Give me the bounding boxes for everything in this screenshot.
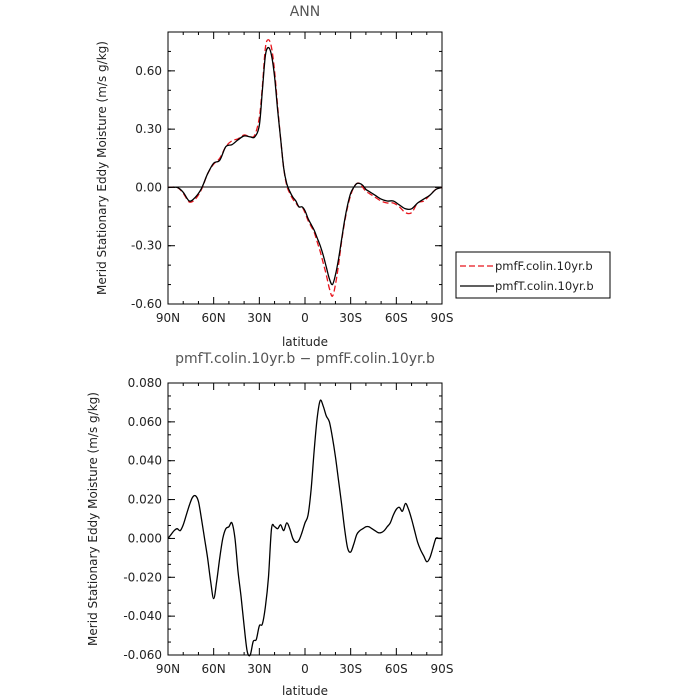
bottom-x-tick-label: 90N (156, 662, 180, 676)
top-chart-title: ANN (290, 4, 321, 20)
top-x-tick-label: 60N (202, 311, 226, 325)
bottom-series-line-1 (167, 399, 442, 657)
bottom-chart: pmfT.colin.10yr.b − pmfF.colin.10yr.b 0.… (86, 351, 453, 698)
top-y-tick-label: 0.00 (135, 180, 162, 194)
top-x-tick-label: 60S (385, 311, 408, 325)
bottom-plot-frame (167, 382, 443, 656)
top-y-axis-label: Merid Stationary Eddy Moisture (m/s g/kg… (95, 41, 109, 295)
bottom-x-tick-label: 0 (301, 662, 309, 676)
bottom-x-tick-label: 60N (202, 662, 226, 676)
legend: pmfF.colin.10yr.b pmfT.colin.10yr.b (455, 251, 611, 299)
bottom-x-tick-label: 90S (431, 662, 454, 676)
bottom-x-tick-label: 30N (247, 662, 271, 676)
legend-label-series-1: pmfF.colin.10yr.b (495, 259, 593, 273)
top-x-ticks: 90N 60N 30N 0 30S 60S 90S (156, 32, 454, 325)
bottom-y-tick-label: 0.020 (128, 493, 162, 507)
bottom-y-ticks: 0.080 0.060 0.040 0.020 0.000 -0.020 -0.040 -0.… (123, 376, 442, 662)
top-series-line-1 (167, 39, 443, 297)
bottom-y-tick-label: -0.020 (123, 570, 162, 584)
legend-box (455, 251, 611, 299)
bottom-y-tick-label: 0.000 (128, 531, 162, 545)
legend-label-series-2: pmfT.colin.10yr.b (495, 279, 594, 293)
top-x-tick-label: 30S (339, 311, 362, 325)
bottom-x-ticks: 90N 60N 30N 0 30S 60S 90S (156, 383, 454, 676)
top-chart: ANN 0.60 0.30 0.00 -0.30 -0.60 90N 60N 30N 0 30S… (95, 4, 611, 349)
bottom-y-tick-label: 0.040 (128, 454, 162, 468)
bottom-y-axis-label: Merid Stationary Eddy Moisture (m/s g/kg… (86, 392, 100, 646)
bottom-x-tick-label: 60S (385, 662, 408, 676)
bottom-chart-title: pmfT.colin.10yr.b − pmfF.colin.10yr.b (175, 351, 435, 367)
top-x-axis-label: latitude (282, 335, 328, 349)
bottom-series-group (167, 399, 442, 657)
top-series-group (167, 39, 443, 297)
top-y-tick-label: -0.60 (131, 297, 162, 311)
bottom-y-tick-label: 0.080 (128, 376, 162, 390)
bottom-x-axis-label: latitude (282, 684, 328, 698)
top-x-tick-label: 90N (156, 311, 180, 325)
top-x-tick-label: 0 (301, 311, 309, 325)
top-series-line-2 (167, 46, 443, 286)
top-y-tick-label: -0.30 (131, 239, 162, 253)
bottom-y-tick-label: -0.060 (123, 648, 162, 662)
top-plot-frame (167, 31, 443, 305)
top-y-tick-label: 0.30 (135, 122, 162, 136)
top-x-tick-label: 30N (247, 311, 271, 325)
bottom-y-tick-label: -0.040 (123, 609, 162, 623)
top-y-ticks: 0.60 0.30 0.00 -0.30 -0.60 (131, 31, 442, 311)
top-x-tick-label: 90S (431, 311, 454, 325)
top-y-tick-label: 0.60 (135, 64, 162, 78)
bottom-x-tick-label: 30S (339, 662, 362, 676)
bottom-y-tick-label: 0.060 (128, 415, 162, 429)
